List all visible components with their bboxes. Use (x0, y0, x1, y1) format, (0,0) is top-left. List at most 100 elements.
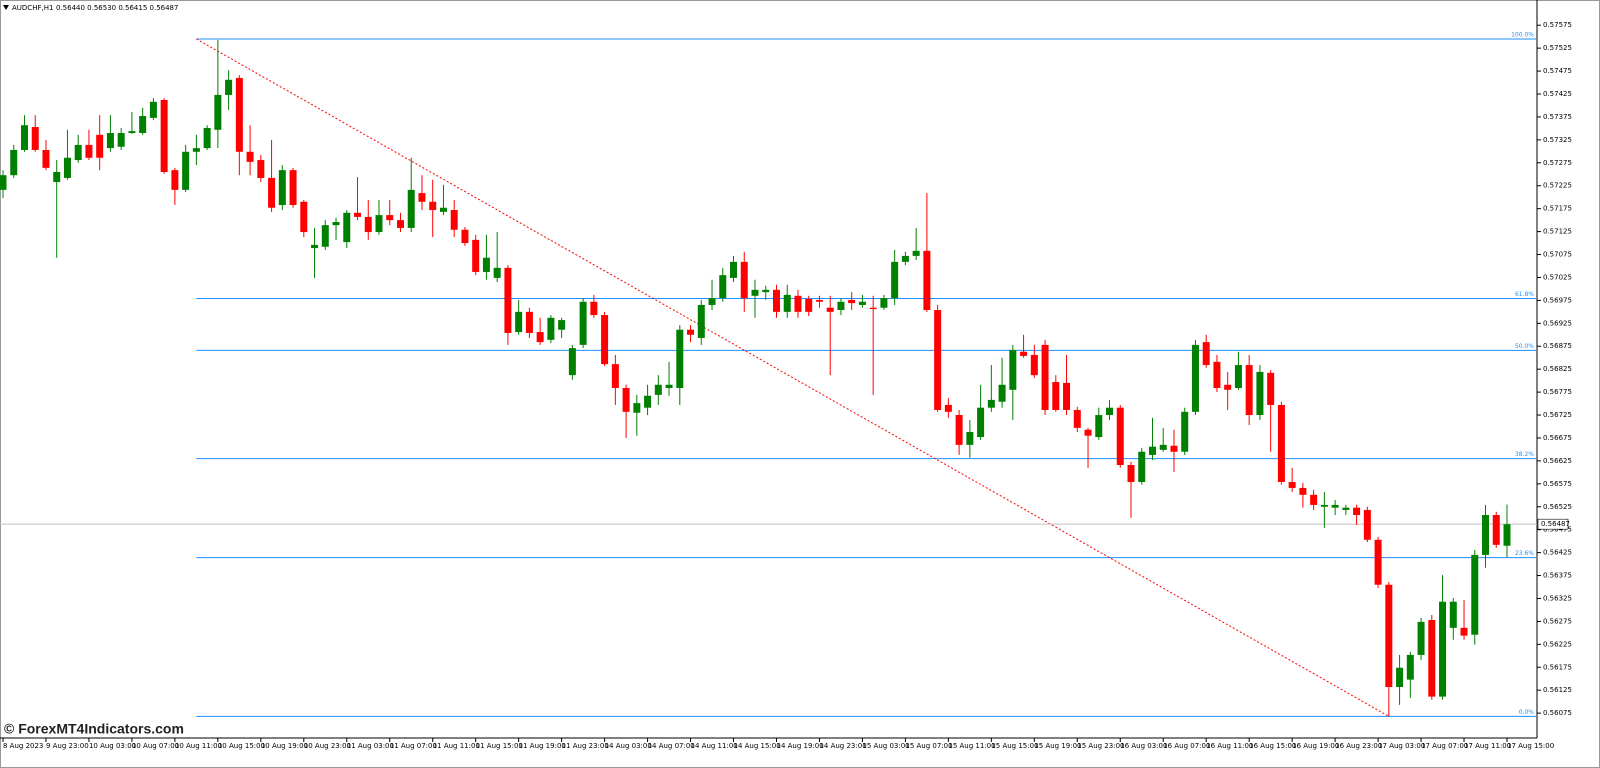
candle-body (407, 189, 415, 228)
candle-body (1245, 365, 1253, 416)
candle-body (1116, 407, 1124, 466)
candle-body (644, 395, 652, 408)
candle-body (525, 311, 533, 333)
candle-body (1288, 481, 1296, 488)
header-values: 0.56440 0.56530 0.56415 0.56487 (56, 4, 178, 12)
y-tick-label: 0.56125 (1543, 686, 1572, 694)
candle-body (1063, 382, 1071, 410)
candle-body (354, 212, 362, 217)
candle-body (966, 432, 974, 445)
candle-body (1277, 404, 1285, 482)
x-tick-label: 10 Aug 23:00 (304, 742, 351, 750)
candle-body (289, 170, 297, 205)
candle-body (1159, 444, 1167, 450)
candle-body (1138, 451, 1146, 482)
candle-body (1106, 407, 1114, 416)
fib-label: 23.6% (1515, 550, 1534, 557)
candle-body (880, 298, 888, 308)
candle-body (579, 301, 587, 345)
candle-body (63, 157, 71, 178)
candle-body (1148, 446, 1156, 455)
candle-body (450, 210, 458, 230)
candle-body (53, 171, 61, 183)
y-tick-label: 0.56325 (1543, 594, 1572, 602)
candle-body (1428, 620, 1436, 697)
candle-body (1267, 372, 1275, 405)
y-tick-label: 0.57375 (1543, 113, 1572, 121)
y-tick-label: 0.56275 (1543, 617, 1572, 625)
x-tick-label: 16 Aug 23:00 (1335, 742, 1382, 750)
y-tick-label: 0.57225 (1543, 182, 1572, 190)
x-tick-label: 17 Aug 07:00 (1421, 742, 1468, 750)
y-tick-label: 0.56075 (1543, 709, 1572, 717)
candle-body (1213, 361, 1221, 388)
candle-body (772, 289, 780, 312)
candle-body (225, 79, 233, 95)
candle-body (934, 310, 942, 410)
candle-body (246, 151, 254, 162)
candle-body (901, 255, 909, 262)
candle-body (504, 267, 512, 333)
candle-body (1331, 504, 1339, 508)
menu-arrow[interactable] (3, 5, 9, 10)
candle-body (268, 177, 276, 208)
candle-body (633, 403, 641, 413)
candle-body (160, 99, 168, 172)
candle-body (1406, 654, 1414, 680)
x-tick-label: 11 Aug 07:00 (390, 742, 437, 750)
candle-body (805, 299, 813, 312)
candle-body (278, 170, 286, 205)
candle-body (364, 216, 372, 233)
candle-body (418, 193, 426, 202)
fib-label: 61.8% (1515, 291, 1534, 298)
candle-body (1503, 524, 1511, 546)
candle-body (1041, 344, 1049, 410)
candle-body (837, 301, 845, 311)
candle-body (1417, 621, 1425, 655)
x-tick-label: 10 Aug 15:00 (218, 742, 265, 750)
x-tick-label: 15 Aug 19:00 (1034, 742, 1081, 750)
candle-body (891, 261, 899, 299)
candle-body (676, 329, 684, 388)
candle-body (1009, 349, 1017, 390)
candle-body (955, 415, 963, 445)
fib-label: 0.0% (1519, 709, 1535, 716)
watermark: © ForexMT4Indicators.com (4, 721, 184, 737)
candle-body (171, 170, 179, 190)
candle-body (493, 267, 501, 278)
candle-body (332, 221, 340, 226)
candle-body (590, 301, 598, 316)
candle-body (461, 229, 469, 244)
x-tick-label: 16 Aug 11:00 (1206, 742, 1253, 750)
candle-body (0, 175, 7, 190)
candle-body (794, 295, 802, 312)
y-tick-label: 0.56425 (1543, 549, 1572, 557)
candle-body (1030, 354, 1038, 376)
x-tick-label: 11 Aug 15:00 (476, 742, 523, 750)
x-tick-label: 14 Aug 23:00 (819, 742, 866, 750)
x-tick-label: 10 Aug 07:00 (132, 742, 179, 750)
candle-body (858, 301, 866, 305)
candle-body (106, 132, 114, 149)
candle-body (1449, 601, 1457, 628)
x-tick-label: 11 Aug 11:00 (433, 742, 480, 750)
candle-body (396, 220, 404, 228)
candle-body (74, 144, 82, 161)
candle-body (815, 299, 823, 302)
y-tick-label: 0.56575 (1543, 480, 1572, 488)
x-tick-label: 15 Aug 11:00 (948, 742, 995, 750)
candle-body (912, 250, 920, 256)
y-tick-label: 0.57525 (1543, 44, 1572, 52)
current-price-label: 0.56487 (1541, 520, 1570, 528)
candle-body (1342, 507, 1350, 510)
candle-body (547, 317, 555, 340)
candle-body (10, 149, 18, 176)
candle-body (192, 148, 200, 152)
candle-body (472, 239, 480, 272)
x-tick-label: 10 Aug 03:00 (89, 742, 136, 750)
candle-body (611, 364, 619, 388)
x-tick-label: 14 Aug 11:00 (691, 742, 738, 750)
y-tick-label: 0.56225 (1543, 640, 1572, 648)
candle-body (139, 116, 147, 133)
